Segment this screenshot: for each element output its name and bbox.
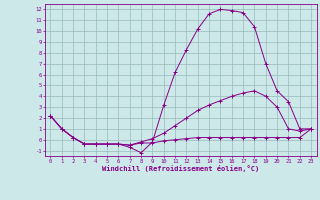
X-axis label: Windchill (Refroidissement éolien,°C): Windchill (Refroidissement éolien,°C) [102, 165, 260, 172]
